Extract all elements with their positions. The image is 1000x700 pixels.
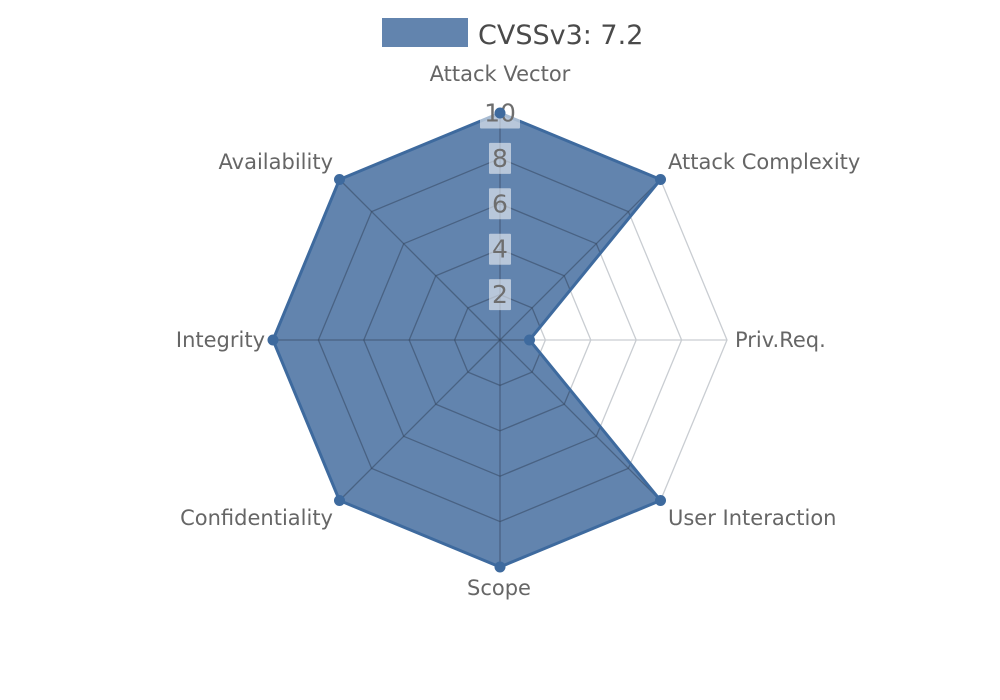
series-vertex-markers	[267, 107, 666, 573]
series-point-marker	[655, 495, 666, 506]
series-point-marker	[655, 174, 666, 185]
legend-swatch	[382, 18, 468, 47]
axis-label: Scope	[467, 576, 531, 600]
radial-tick-box	[489, 233, 511, 265]
axis-label: Confidentiality	[180, 506, 333, 530]
axis-label: Integrity	[176, 328, 265, 352]
series-point-marker	[334, 495, 345, 506]
axis-spoke	[499, 179, 661, 341]
axis-spoke	[499, 339, 661, 501]
axis-label: Priv.Req.	[735, 328, 826, 352]
series-point-marker	[334, 174, 345, 185]
axis-label: Attack Vector	[430, 62, 571, 86]
radial-tick-box	[489, 188, 511, 220]
series-point-marker	[494, 561, 506, 573]
series-point-marker	[524, 334, 535, 346]
radial-tick-box	[489, 279, 511, 311]
series-point-marker	[494, 107, 506, 119]
axis-spoke	[339, 339, 501, 501]
axis-label: Availability	[219, 150, 333, 174]
series-polygon-fill	[273, 113, 661, 567]
radial-tick-label: 4	[492, 235, 508, 264]
axis-label: User Interaction	[668, 506, 836, 530]
legend: CVSSv3: 7.2	[382, 18, 643, 51]
axis-labels: Attack Vector Attack Complexity Priv.Req. U…	[176, 62, 860, 600]
legend-label: CVSSv3: 7.2	[478, 20, 643, 51]
radial-tick-label: 6	[492, 189, 508, 218]
axis-label: Attack Complexity	[668, 150, 860, 174]
series-point-marker	[267, 334, 279, 346]
grid-ring	[453, 293, 547, 387]
radial-tick-label: 8	[492, 144, 508, 173]
radial-tick-box	[489, 142, 511, 174]
axis-spoke	[339, 179, 501, 341]
radial-tick-label: 2	[492, 280, 508, 309]
